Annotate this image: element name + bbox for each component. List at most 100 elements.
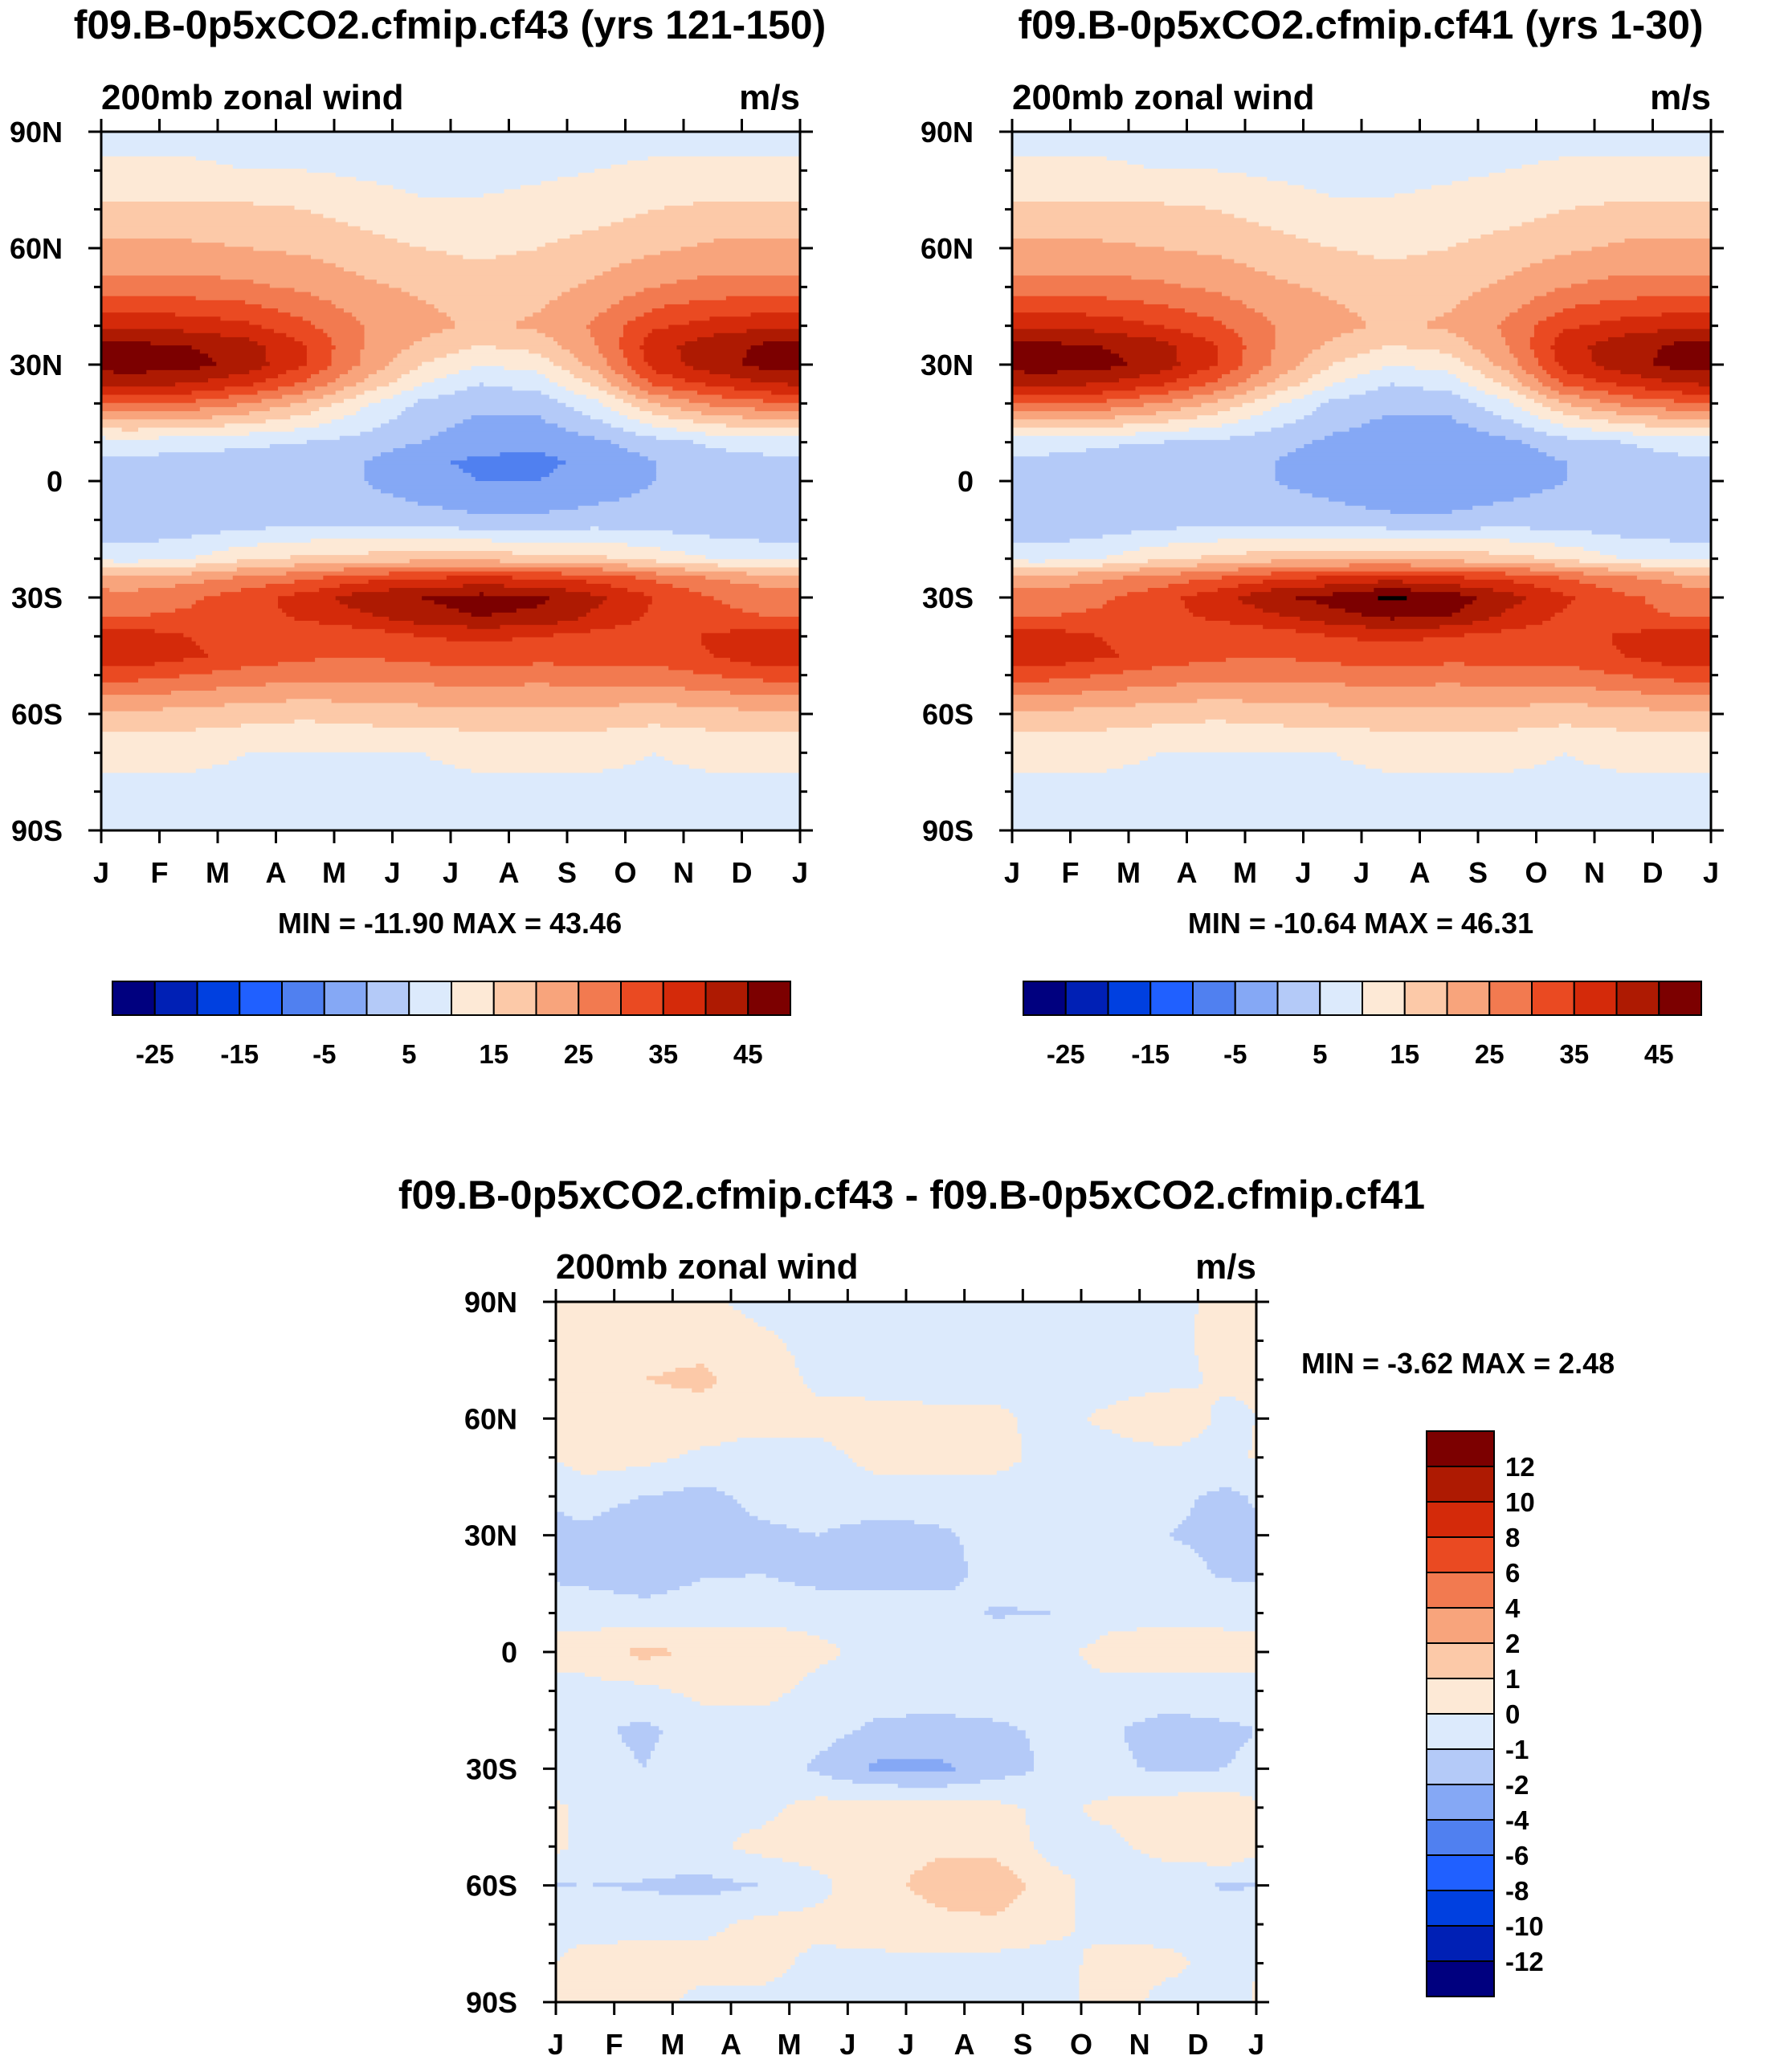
contour-cell	[1009, 1722, 1133, 1727]
contour-cell	[471, 612, 492, 618]
contour-cell	[101, 332, 222, 338]
contour-cell	[413, 633, 554, 638]
contour-cell	[138, 427, 296, 433]
contour-cell	[1213, 316, 1268, 322]
contour-cell	[623, 296, 727, 301]
contour-cell	[1189, 373, 1223, 379]
contour-cell	[101, 373, 230, 379]
contour-cell	[1176, 682, 1346, 687]
contour-cell	[1198, 1434, 1253, 1438]
contour-cell	[401, 373, 447, 379]
contour-cell	[568, 1804, 787, 1809]
contour-cell	[811, 1388, 1170, 1393]
contour-cell	[963, 1552, 1199, 1558]
contour-cell	[721, 1890, 833, 1896]
contour-cell	[959, 1540, 1183, 1546]
x-tick-label: F	[606, 2028, 623, 2061]
contour-cell	[910, 1886, 1027, 1892]
contour-cell	[556, 1503, 619, 1509]
colorbar-swatch	[1446, 981, 1491, 1016]
contour-cell	[647, 390, 698, 396]
contour-cell	[101, 435, 106, 441]
contour-cell	[1616, 728, 1712, 732]
contour-cell	[955, 1532, 1170, 1537]
contour-cell	[1217, 361, 1243, 367]
contour-cell	[590, 328, 624, 334]
contour-cell	[1075, 1886, 1220, 1892]
contour-cell	[339, 373, 370, 379]
contour-cell	[1176, 526, 1387, 532]
contour-cell	[381, 398, 419, 404]
contour-cell	[372, 485, 649, 490]
contour-cell	[626, 1466, 866, 1471]
contour-cell	[1012, 604, 1104, 610]
contour-cell	[745, 1850, 1039, 1854]
contour-cell	[1017, 1874, 1072, 1879]
contour-cell	[1496, 394, 1527, 400]
contour-cell	[232, 164, 612, 169]
contour-cell	[545, 304, 612, 309]
contour-cell	[651, 481, 801, 486]
contour-cell	[1624, 239, 1712, 243]
contour-cell	[1587, 345, 1663, 350]
contour-cell	[1075, 1899, 1257, 1904]
contour-cell	[537, 369, 571, 375]
contour-cell	[794, 1581, 961, 1587]
contour-cell	[101, 239, 193, 243]
contour-cell	[556, 1919, 738, 1925]
x-tick-label: J	[1703, 856, 1719, 889]
contour-cell	[602, 419, 641, 424]
contour-cell	[1460, 592, 1514, 597]
contour-cell	[101, 160, 217, 165]
contour-cell	[556, 1618, 1257, 1624]
contour-cell	[1172, 365, 1211, 371]
contour-cell	[1484, 406, 1523, 412]
contour-cell	[257, 341, 304, 346]
contour-cell	[556, 1804, 569, 1809]
contour-cell	[1190, 1438, 1253, 1442]
contour-cell	[331, 699, 801, 704]
contour-cell	[610, 164, 801, 169]
contour-cell	[590, 365, 612, 371]
contour-cell	[1222, 320, 1272, 326]
contour-cell	[101, 616, 296, 622]
contour-cell	[1521, 600, 1572, 606]
contour-cell	[1533, 398, 1560, 404]
colorbar-label: 4	[1505, 1593, 1521, 1623]
contour-cell	[1222, 373, 1251, 379]
contour-cell	[1345, 357, 1461, 363]
contour-cell	[1320, 402, 1477, 408]
contour-cell	[1017, 1895, 1076, 1900]
contour-cell	[1176, 345, 1219, 350]
contour-cell	[1558, 575, 1638, 581]
contour-cell	[561, 345, 599, 350]
contour-cell	[101, 259, 324, 264]
contour-cell	[1247, 1454, 1257, 1459]
contour-cell	[1102, 563, 1198, 569]
contour-cell	[1025, 1730, 1125, 1736]
contour-cell	[1012, 173, 1247, 177]
contour-cell	[1492, 361, 1519, 367]
contour-cell	[1012, 288, 1207, 293]
contour-cell	[203, 596, 279, 602]
contour-cell	[1390, 616, 1395, 622]
contour-cell	[471, 769, 603, 773]
contour-cell	[1608, 390, 1683, 396]
contour-cell	[364, 378, 398, 383]
contour-cell	[1254, 386, 1288, 392]
contour-cell	[1234, 394, 1268, 400]
contour-cell	[101, 308, 279, 313]
contour-cell	[212, 551, 370, 556]
contour-cell	[101, 596, 205, 602]
contour-cell	[672, 583, 760, 589]
contour-cell	[294, 616, 390, 622]
contour-cell	[1012, 140, 1712, 145]
contour-cell	[1308, 378, 1346, 383]
contour-cell	[630, 1652, 672, 1657]
contour-cell	[757, 1882, 833, 1887]
contour-cell	[1456, 304, 1523, 309]
contour-cell	[1086, 312, 1198, 317]
contour-cell	[356, 411, 402, 416]
contour-cell	[1211, 1569, 1257, 1575]
contour-cell	[835, 1738, 1031, 1744]
